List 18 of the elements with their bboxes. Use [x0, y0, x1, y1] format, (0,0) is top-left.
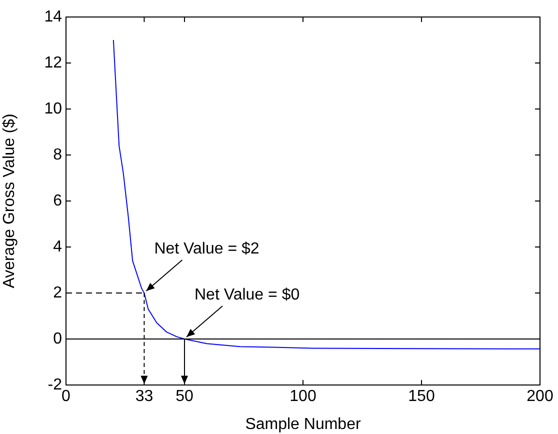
y-tick-label: 12	[44, 54, 62, 72]
x-tick-label: 50	[176, 388, 194, 406]
y-tick-label: 2	[53, 284, 62, 302]
y-axis-title: Average Gross Value ($)	[1, 114, 18, 288]
y-tick-label: 14	[44, 8, 62, 26]
x-tick-label: 100	[290, 388, 316, 406]
x-tick-label: 200	[526, 388, 554, 406]
x-tick-label: 33	[135, 388, 154, 406]
y-tick-label: -2	[48, 376, 62, 394]
y-tick-label: 8	[53, 146, 62, 164]
annotation: Net Value = $0	[194, 286, 300, 304]
x-tick-label: 150	[408, 388, 435, 406]
x-axis-title: Sample Number	[245, 416, 362, 433]
y-tick-label: 6	[53, 192, 62, 210]
annotation: Net Value = $2	[154, 240, 260, 258]
y-tick-label: 10	[44, 100, 62, 118]
y-tick-label: 4	[53, 238, 62, 256]
y-tick-label: 0	[53, 330, 62, 348]
